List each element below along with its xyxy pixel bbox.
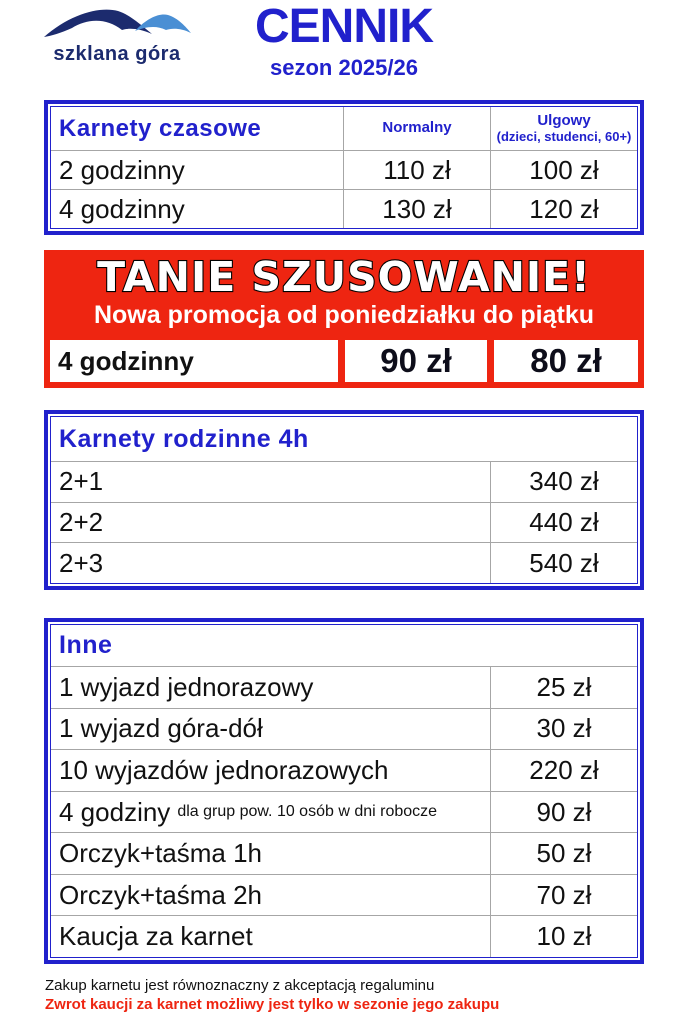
table-row: 2+1 340 zł [51, 462, 637, 502]
price-normal: 110 zł [343, 151, 490, 189]
table-row: 1 wyjazd góra-dół 30 zł [51, 707, 637, 750]
page-header: CENNIK sezon 2025/26 [0, 0, 688, 81]
price-normal: 90 zł [345, 340, 487, 382]
ticket-name: 4 godziny dla grup pow. 10 osób w dni ro… [59, 796, 438, 827]
brand-name: szklana góra [53, 43, 181, 65]
ticket-name: 10 wyjazdów jednorazowych [59, 754, 389, 785]
section-title: Karnety czasowe [59, 114, 262, 142]
table-row: 4 godziny dla grup pow. 10 osób w dni ro… [51, 790, 637, 833]
mountain-logo-icon [42, 9, 192, 44]
ticket-name: Orczyk+taśma 2h [59, 879, 263, 910]
brand-logo: szklana góra [42, 4, 192, 66]
ticket-name: 1 wyjazd góra-dół [59, 713, 263, 744]
page-title: CENNIK [254, 0, 434, 53]
ticket-name: 2 godzinny [59, 154, 185, 185]
table-header: Karnety czasowe Normalny Ulgowy (dzieci,… [51, 107, 637, 151]
price-reduced: 80 zł [494, 340, 638, 382]
promo-title: TANIE SZUSOWANIE! [96, 252, 591, 302]
ticket-name: 4 godzinny [59, 193, 185, 224]
table-row: 2+2 440 zł [51, 501, 637, 543]
footer-deposit-note: Zwrot kaucji za karnet możliwy jest tylk… [45, 996, 500, 1014]
price: 10 zł [490, 916, 637, 957]
table-karnety-rodzinne: Karnety rodzinne 4h 2+1 340 zł 2+2 440 z… [44, 410, 644, 590]
price: 540 zł [490, 543, 637, 583]
footer-terms: Zakup karnetu jest równoznaczny z akcept… [45, 977, 435, 994]
ticket-note: dla grup pow. 10 osób w dni robocze [177, 803, 438, 821]
price-reduced: 100 zł [490, 151, 637, 189]
ticket-name: 2+3 [59, 547, 104, 578]
price: 25 zł [490, 667, 637, 708]
promo-banner: TANIE SZUSOWANIE! Nowa promocja od ponie… [44, 250, 644, 388]
table-row: 10 wyjazdów jednorazowych 220 zł [51, 749, 637, 791]
price: 30 zł [490, 708, 637, 750]
price: 340 zł [490, 462, 637, 502]
ticket-name: 2+1 [59, 466, 104, 497]
ticket-name: 1 wyjazd jednorazowy [59, 671, 314, 702]
price: 70 zł [490, 874, 637, 916]
table-row: 2 godzinny 110 zł 100 zł [51, 151, 637, 189]
table-row: 2+3 540 zł [51, 542, 637, 583]
page-subtitle: sezon 2025/26 [270, 54, 418, 80]
price: 50 zł [490, 833, 637, 874]
table-row: Orczyk+taśma 2h 70 zł [51, 873, 637, 916]
table-karnety-czasowe: Karnety czasowe Normalny Ulgowy (dzieci,… [44, 100, 644, 235]
promo-subtitle: Nowa promocja od poniedziałku do piątku [93, 301, 595, 330]
promo-row: 4 godzinny 90 zł 80 zł [50, 340, 638, 382]
table-row: 4 godzinny 130 zł 120 zł [51, 189, 637, 228]
table-row: Orczyk+taśma 1h 50 zł [51, 832, 637, 874]
ticket-name: 4 godzinny [50, 340, 338, 382]
table-row: Kaucja za karnet 10 zł [51, 915, 637, 957]
ticket-name: 2+2 [59, 507, 104, 537]
price: 440 zł [490, 502, 637, 543]
column-header-ulgowy: Ulgowy (dzieci, studenci, 60+) [490, 107, 637, 150]
section-title: Karnety rodzinne 4h [51, 417, 637, 462]
ticket-name: Orczyk+taśma 1h [59, 838, 263, 869]
footer: Zakup karnetu jest równoznaczny z akcept… [45, 976, 499, 1014]
column-header-normal: Normalny [343, 107, 490, 150]
price-normal: 130 zł [343, 190, 490, 228]
price-reduced: 120 zł [490, 190, 637, 228]
table-row: 1 wyjazd jednorazowy 25 zł [51, 667, 637, 708]
table-inne: Inne 1 wyjazd jednorazowy 25 zł 1 wyjazd… [44, 618, 644, 964]
ticket-name: Kaucja za karnet [59, 921, 253, 952]
price: 220 zł [490, 750, 637, 791]
section-title: Inne [51, 625, 637, 667]
price: 90 zł [490, 791, 637, 833]
